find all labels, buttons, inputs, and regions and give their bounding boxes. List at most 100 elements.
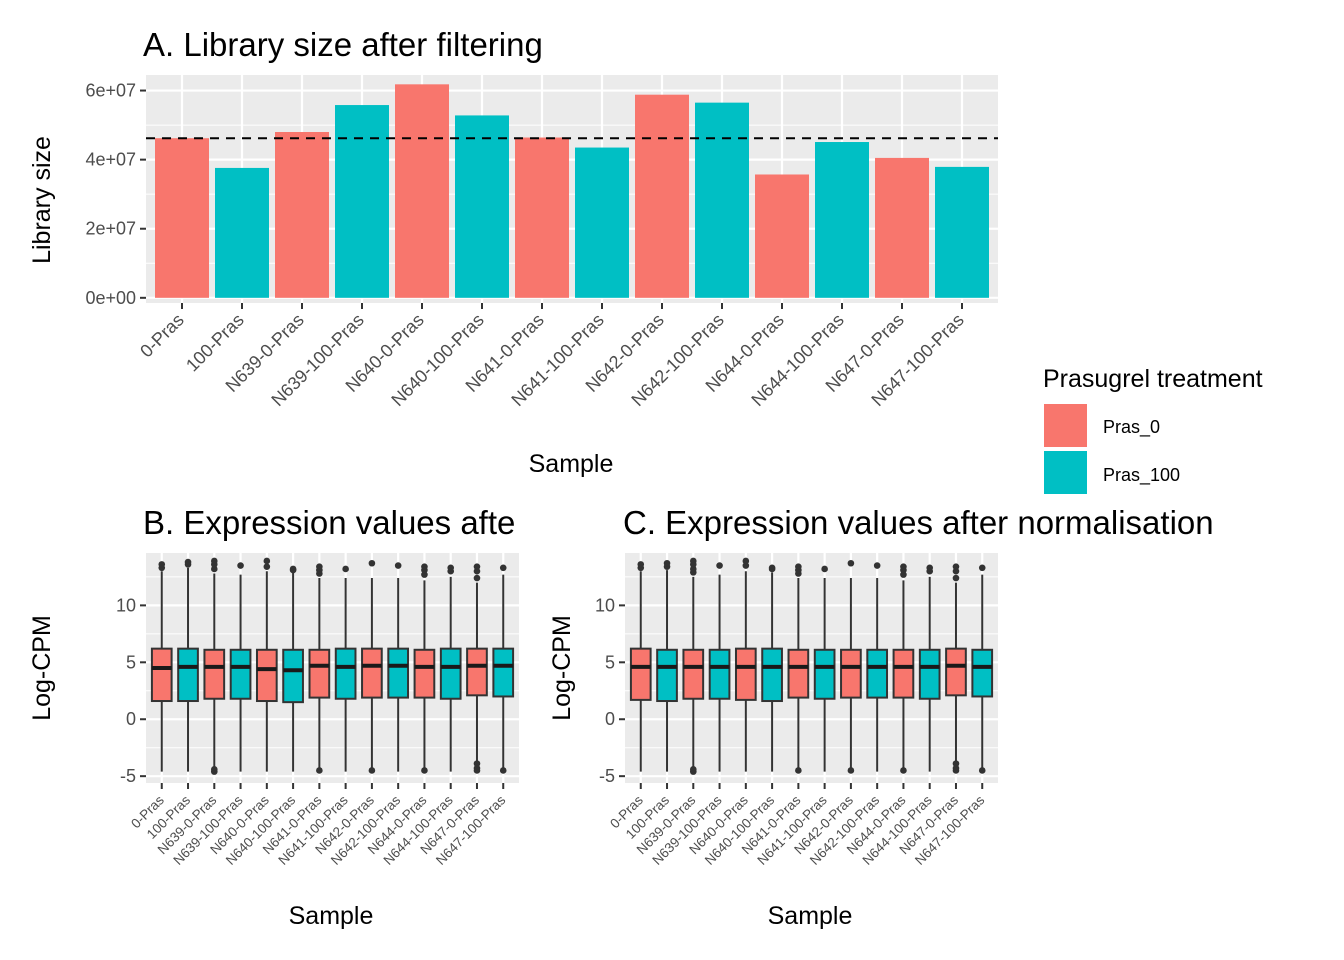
- outlier-point: [316, 767, 323, 774]
- outlier-point: [473, 760, 481, 767]
- y-tick-label: -5: [120, 766, 136, 786]
- y-tick-label: 0e+00: [85, 288, 136, 308]
- plot-background: [146, 553, 519, 783]
- box: [466, 647, 488, 697]
- chart-c-ylabel: Log-CPM: [548, 615, 576, 721]
- outlier-point: [978, 767, 986, 774]
- bar: [695, 102, 749, 298]
- outlier-point: [952, 767, 960, 774]
- outlier-point: [689, 557, 697, 565]
- outlier-point: [368, 767, 376, 774]
- outlier-point: [952, 567, 960, 575]
- outlier-point: [237, 562, 244, 569]
- legend-label-pras-100: Pras_100: [1103, 465, 1180, 486]
- outlier-point: [873, 562, 881, 569]
- bar: [455, 115, 509, 298]
- y-tick-label: 0: [605, 709, 615, 729]
- box: [308, 648, 331, 699]
- box: [629, 647, 652, 701]
- outlier-point: [316, 563, 323, 570]
- legend-swatch-pras-0: [1044, 404, 1087, 447]
- box: [387, 647, 410, 699]
- y-tick-label: 10: [116, 595, 136, 615]
- outlier-point: [158, 561, 166, 568]
- outlier-point: [952, 574, 960, 582]
- outlier-point: [184, 558, 192, 566]
- box: [787, 648, 810, 699]
- y-tick-label: 10: [595, 595, 615, 615]
- outlier-point: [847, 559, 855, 567]
- legend-label-pras-0: Pras_0: [1103, 417, 1160, 438]
- plot-background: [146, 75, 998, 303]
- y-tick-label: 5: [605, 652, 615, 672]
- bar: [335, 105, 389, 298]
- outlier-point: [742, 557, 750, 565]
- y-tick-label: -5: [599, 766, 615, 786]
- box: [177, 647, 199, 703]
- bar: [275, 132, 329, 298]
- outlier-point: [742, 562, 750, 569]
- outlier-point: [978, 564, 986, 572]
- chart-c-xlabel: Sample: [768, 902, 853, 930]
- outlier-point: [473, 563, 481, 570]
- plot-background: [625, 553, 998, 783]
- outlier-point: [821, 565, 828, 573]
- y-tick-label: 6e+07: [85, 81, 136, 101]
- chart-b-plot: -505100-Pras100-PrasN639-0-PrasN639-100-…: [116, 553, 519, 868]
- box: [413, 648, 436, 699]
- box: [150, 647, 173, 703]
- outlier-point: [900, 767, 907, 774]
- box: [734, 647, 757, 701]
- outlier-point: [473, 567, 481, 575]
- outlier-point: [499, 564, 507, 572]
- legend-title: Prasugrel treatment: [1043, 365, 1263, 393]
- bar: [515, 137, 569, 298]
- outlier-point: [421, 563, 428, 570]
- outlier-point: [473, 574, 481, 582]
- legend: Prasugrel treatment Pras_0 Pras_100: [1043, 365, 1263, 494]
- box: [361, 647, 383, 699]
- chart-a-ylabel: Library size: [28, 136, 56, 264]
- box: [971, 648, 994, 698]
- outlier-point: [795, 563, 802, 570]
- bar: [755, 174, 809, 298]
- bar: [395, 84, 449, 298]
- outlier-point: [952, 563, 960, 570]
- box: [255, 648, 278, 703]
- box: [708, 648, 731, 700]
- outlier-point: [499, 767, 507, 774]
- outlier-point: [447, 564, 455, 572]
- outlier-point: [716, 562, 723, 569]
- outlier-point: [847, 767, 855, 774]
- box: [492, 647, 515, 698]
- outlier-point: [768, 564, 776, 572]
- chart-a-plot: 0e+002e+074e+076e+070-Pras100-PrasN639-0…: [85, 75, 998, 410]
- box: [813, 648, 836, 700]
- box: [945, 647, 967, 697]
- box: [892, 648, 915, 699]
- bar: [635, 94, 689, 298]
- outlier-point: [473, 767, 481, 774]
- bar: [935, 166, 989, 298]
- outlier-point: [900, 571, 907, 578]
- y-tick-label: 4e+07: [85, 150, 136, 170]
- outlier-point: [689, 766, 697, 773]
- chart-a-title: A. Library size after filtering: [143, 26, 543, 63]
- outlier-point: [210, 557, 218, 565]
- box: [282, 648, 304, 704]
- outlier-point: [795, 767, 802, 774]
- bar: [215, 167, 269, 298]
- box: [656, 648, 678, 703]
- outlier-point: [263, 557, 271, 565]
- box: [439, 647, 462, 700]
- box: [866, 648, 889, 699]
- bar: [575, 147, 629, 298]
- bar: [815, 142, 869, 298]
- y-tick-label: 0: [126, 709, 136, 729]
- box: [334, 647, 357, 700]
- outlier-point: [663, 559, 671, 567]
- chart-c-title: C. Expression values after normalisation: [623, 504, 1214, 541]
- chart-a-xlabel: Sample: [529, 450, 614, 478]
- outlier-point: [689, 565, 697, 573]
